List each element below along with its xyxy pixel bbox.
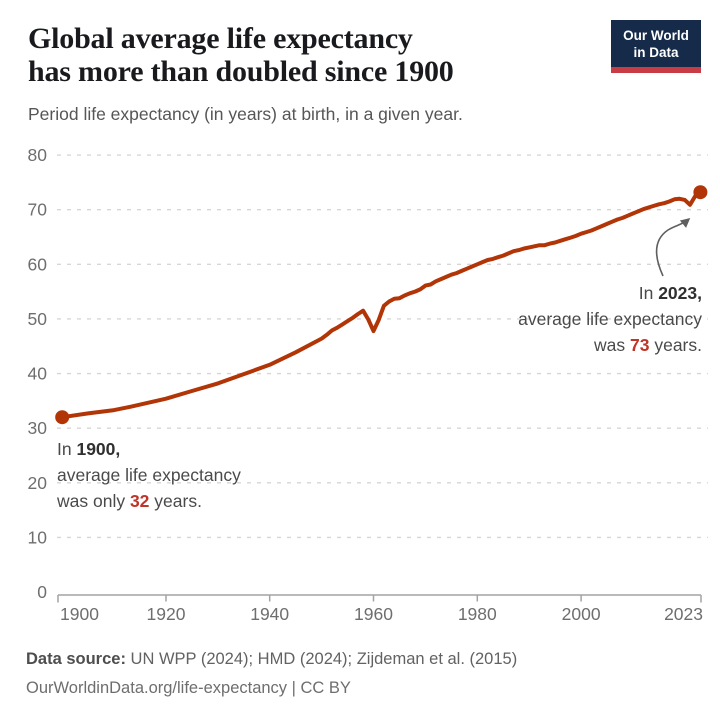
annotation-1900-line-2: average life expectancy bbox=[57, 465, 241, 485]
y-tick-label-20: 20 bbox=[28, 473, 48, 493]
annotation-2023: In 2023, average life expectancy was 73 … bbox=[518, 280, 702, 358]
x-tick-label-2000: 2000 bbox=[562, 604, 601, 624]
data-source-text: UN WPP (2024); HMD (2024); Zijdeman et a… bbox=[125, 650, 518, 668]
x-tick-label-1940: 1940 bbox=[250, 604, 289, 624]
data-point-1900 bbox=[55, 410, 70, 425]
owid-logo-line-1: Our World bbox=[623, 28, 689, 43]
footer-data-source: Data source: UN WPP (2024); HMD (2024); … bbox=[26, 650, 517, 669]
data-source-label: Data source: bbox=[26, 650, 126, 668]
series-line-world bbox=[60, 190, 703, 420]
y-tick-label-0: 0 bbox=[37, 582, 47, 602]
title-line-1: Global average life expectancy bbox=[28, 22, 413, 55]
annotation-1900-line-3: was only 32 years. bbox=[57, 491, 202, 511]
chart-subtitle: Period life expectancy (in years) at bir… bbox=[28, 104, 463, 124]
y-tick-label-60: 60 bbox=[28, 254, 48, 274]
annotation-1900-value: 32 bbox=[129, 491, 150, 511]
x-tick-label-1900: 1900 bbox=[60, 604, 99, 624]
annotation-2023-line-1: In 2023, bbox=[638, 283, 702, 303]
y-tick-label-40: 40 bbox=[28, 364, 48, 384]
x-tick-label-1980: 1980 bbox=[458, 604, 497, 624]
annotation-arrow bbox=[655, 217, 691, 277]
annotation-2023-line-2: average life expectancy bbox=[518, 309, 702, 329]
footer-license: OurWorldinData.org/life-expectancy | CC … bbox=[26, 679, 351, 697]
y-tick-label-70: 70 bbox=[28, 200, 48, 220]
data-point-2023 bbox=[693, 185, 708, 200]
x-tick-label-1920: 1920 bbox=[147, 604, 186, 624]
annotation-1900-line-1: In 1900, bbox=[57, 439, 121, 459]
y-tick-label-10: 10 bbox=[28, 527, 48, 547]
annotation-2023-line-3: was 73 years. bbox=[594, 335, 702, 355]
title-line-2: has more than doubled since 1900 bbox=[28, 55, 454, 88]
y-tick-label-30: 30 bbox=[28, 418, 48, 438]
x-tick-label-2023: 2023 bbox=[664, 604, 703, 624]
owid-logo-line-2: in Data bbox=[633, 45, 679, 60]
annotation-2023-value: 73 bbox=[630, 335, 650, 355]
y-tick-label-50: 50 bbox=[28, 309, 48, 329]
annotation-1900: In 1900, average life expectancy was onl… bbox=[57, 436, 241, 514]
page-title: Global average life expectancy has more t… bbox=[28, 22, 454, 88]
y-tick-label-80: 80 bbox=[28, 145, 48, 165]
owid-logo: Our World in Data bbox=[611, 20, 701, 73]
x-tick-label-1960: 1960 bbox=[354, 604, 393, 624]
